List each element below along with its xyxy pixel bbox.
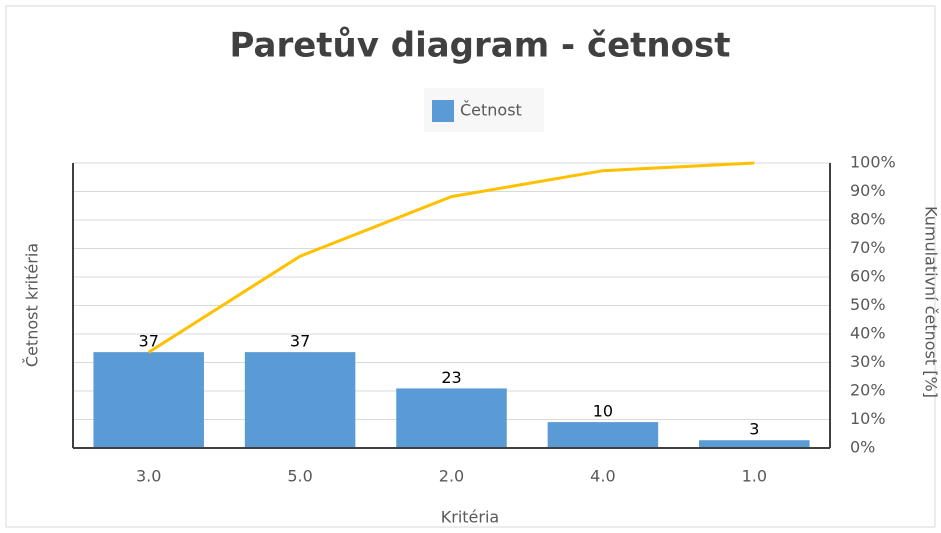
bar [244,352,356,448]
y-axis-label: Četnost kritéria [23,243,42,367]
x-tick-label: 5.0 [287,467,312,486]
x-tick-label: 1.0 [742,467,767,486]
bar [396,388,507,448]
y2-tick-label: 20% [850,381,886,400]
data-label: 37 [290,332,310,351]
y2-tick-label: 90% [850,181,886,200]
y2-tick-label: 60% [850,267,886,286]
x-tick-label: 2.0 [439,467,464,486]
legend-swatch [432,100,454,122]
y2-tick-label: 100% [850,153,896,172]
data-label: 10 [593,402,613,421]
data-label: 37 [139,332,159,351]
data-label: 23 [441,368,461,387]
bar [699,440,810,448]
y2-axis-label: Kumulativní četnost [%] [922,206,941,398]
bar [93,352,204,448]
x-axis-label: Kritéria [441,508,499,527]
y2-tick-label: 70% [850,238,886,257]
y2-tick-label: 0% [850,438,875,457]
y2-tick-label: 10% [850,409,886,428]
data-label: 3 [749,420,759,439]
y2-tick-label: 30% [850,352,886,371]
y2-tick-label: 50% [850,295,886,314]
y2-tick-label: 40% [850,324,886,343]
x-tick-label: 3.0 [136,467,161,486]
x-tick-label: 4.0 [590,467,615,486]
line [147,161,755,354]
bar [547,422,659,448]
legend-label: Četnost [460,101,522,120]
y2-tick-label: 80% [850,210,886,229]
chart-title: Paretův diagram - četnost [230,26,731,66]
